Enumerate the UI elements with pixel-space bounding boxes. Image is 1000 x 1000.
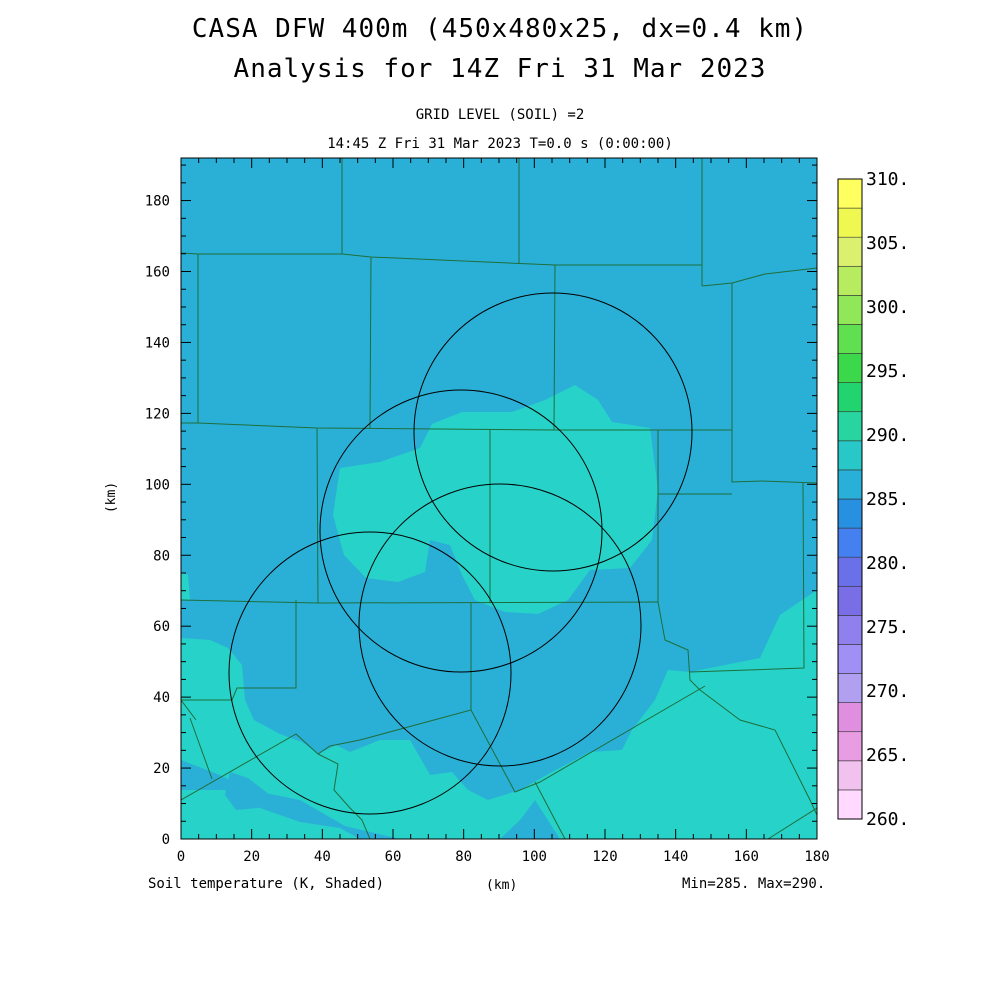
grid-level-label: GRID LEVEL (SOIL) =2 xyxy=(415,107,585,123)
y-tick-label: 160 xyxy=(145,265,170,281)
x-tick-label: 180 xyxy=(804,849,829,865)
colorbar-label: 270. xyxy=(866,681,909,702)
y-tick-label: 180 xyxy=(145,194,170,210)
colorbar-label: 275. xyxy=(866,617,909,638)
radar-ring xyxy=(319,389,603,673)
y-tick-label: 100 xyxy=(145,477,170,493)
cool-pocket-southwest xyxy=(225,772,270,810)
colorbar-swatch xyxy=(837,702,863,733)
county-line xyxy=(317,753,371,839)
colorbar-swatch xyxy=(837,411,863,442)
county-line xyxy=(767,807,817,839)
county-line xyxy=(181,600,297,701)
warm-region-southwest xyxy=(181,790,360,839)
colorbar-swatch xyxy=(837,760,863,791)
warm-region-west-strip xyxy=(181,572,190,600)
colorbar-label: 310. xyxy=(866,169,909,190)
colorbar-label: 285. xyxy=(866,489,909,510)
warm-region-south xyxy=(181,590,817,839)
colorbar-swatch xyxy=(837,615,863,645)
radar-ring xyxy=(228,531,512,815)
radar-ring xyxy=(358,483,642,767)
county-line xyxy=(470,685,706,793)
chart-subtitle: Analysis for 14Z Fri 31 Mar 2023 xyxy=(233,54,767,84)
x-tick-label: 160 xyxy=(734,849,759,865)
field-label: Soil temperature (K, Shaded) xyxy=(148,876,385,892)
y-tick-label: 60 xyxy=(153,619,170,635)
county-line xyxy=(701,267,817,287)
colorbar-swatch xyxy=(837,440,863,471)
x-tick-label: 20 xyxy=(243,849,260,865)
county-line xyxy=(317,603,472,755)
colorbar-swatch xyxy=(837,498,863,529)
colorbar-label: 305. xyxy=(866,233,909,254)
colorbar-swatch xyxy=(837,469,863,500)
y-tick-label: 0 xyxy=(162,832,170,848)
y-tick-label: 80 xyxy=(153,548,170,564)
axis-ticks xyxy=(180,158,818,840)
x-tick-label: 0 xyxy=(177,849,185,865)
x-tick-label: 80 xyxy=(455,849,472,865)
radar-ring xyxy=(413,292,693,572)
x-axis-label: (km) xyxy=(486,878,518,893)
y-axis-label: (km) xyxy=(104,481,120,514)
county-line xyxy=(731,283,817,484)
county-boundaries xyxy=(181,158,817,839)
colorbar-label: 265. xyxy=(866,745,909,766)
x-tick-label: 40 xyxy=(314,849,331,865)
x-tick-label: 120 xyxy=(592,849,617,865)
colorbar-labels: 260. 265. 270. 275. 280. 285. 290. 295. 300. 305.… xyxy=(866,169,909,830)
colorbar-label: 290. xyxy=(866,425,909,446)
colorbar-swatch xyxy=(837,731,863,762)
colorbar-swatch xyxy=(837,353,863,383)
x-tick-label: 60 xyxy=(385,849,402,865)
colorbar-label: 260. xyxy=(866,809,909,830)
county-line xyxy=(657,601,817,816)
colorbar-label: 280. xyxy=(866,553,909,574)
y-axis-tick-labels: 0 20 40 60 80 100 120 140 160 180 xyxy=(145,194,170,848)
colorbar-swatch xyxy=(837,673,863,703)
colorbar-swatch xyxy=(837,789,863,820)
min-max-label: Min=285. Max=290. xyxy=(682,876,826,892)
colorbar-swatch xyxy=(837,207,863,238)
colorbar-swatch xyxy=(837,295,863,325)
colorbar-frame xyxy=(837,178,863,820)
colorbar-swatch xyxy=(837,236,863,267)
colorbar-label: 295. xyxy=(866,361,909,382)
chart-title: CASA DFW 400m (450x480x25, dx=0.4 km) xyxy=(191,14,809,44)
x-tick-label: 100 xyxy=(522,849,547,865)
time-label: 14:45 Z Fri 31 Mar 2023 T=0.0 s (0:00:00… xyxy=(327,136,673,152)
county-line xyxy=(553,264,556,431)
y-tick-label: 20 xyxy=(153,761,170,777)
county-line xyxy=(181,252,199,424)
county-line xyxy=(369,256,372,429)
radar-rings xyxy=(228,292,693,815)
colorbar-swatch xyxy=(837,585,863,616)
warm-region-north xyxy=(333,385,658,614)
county-line xyxy=(534,781,566,839)
county-line xyxy=(181,699,197,721)
colorbar-swatch xyxy=(837,382,863,413)
x-axis-tick-labels: 0 20 40 60 80 100 120 140 160 180 xyxy=(177,849,830,865)
colorbar xyxy=(837,178,863,820)
colorbar-label: 300. xyxy=(866,297,909,318)
county-line xyxy=(181,733,319,801)
colorbar-swatch xyxy=(837,178,863,209)
colorbar-swatch xyxy=(837,265,863,296)
y-tick-label: 40 xyxy=(153,690,170,706)
colorbar-swatch xyxy=(837,324,863,354)
y-tick-label: 120 xyxy=(145,406,170,422)
field-shading xyxy=(181,158,817,839)
county-line xyxy=(189,717,213,780)
county-line xyxy=(197,422,732,431)
y-tick-label: 140 xyxy=(145,335,170,351)
colorbar-swatch xyxy=(837,644,863,674)
county-line xyxy=(689,482,805,673)
colorbar-swatch xyxy=(837,527,863,558)
x-tick-label: 140 xyxy=(663,849,688,865)
colorbar-swatch xyxy=(837,556,863,587)
county-line xyxy=(317,601,659,604)
